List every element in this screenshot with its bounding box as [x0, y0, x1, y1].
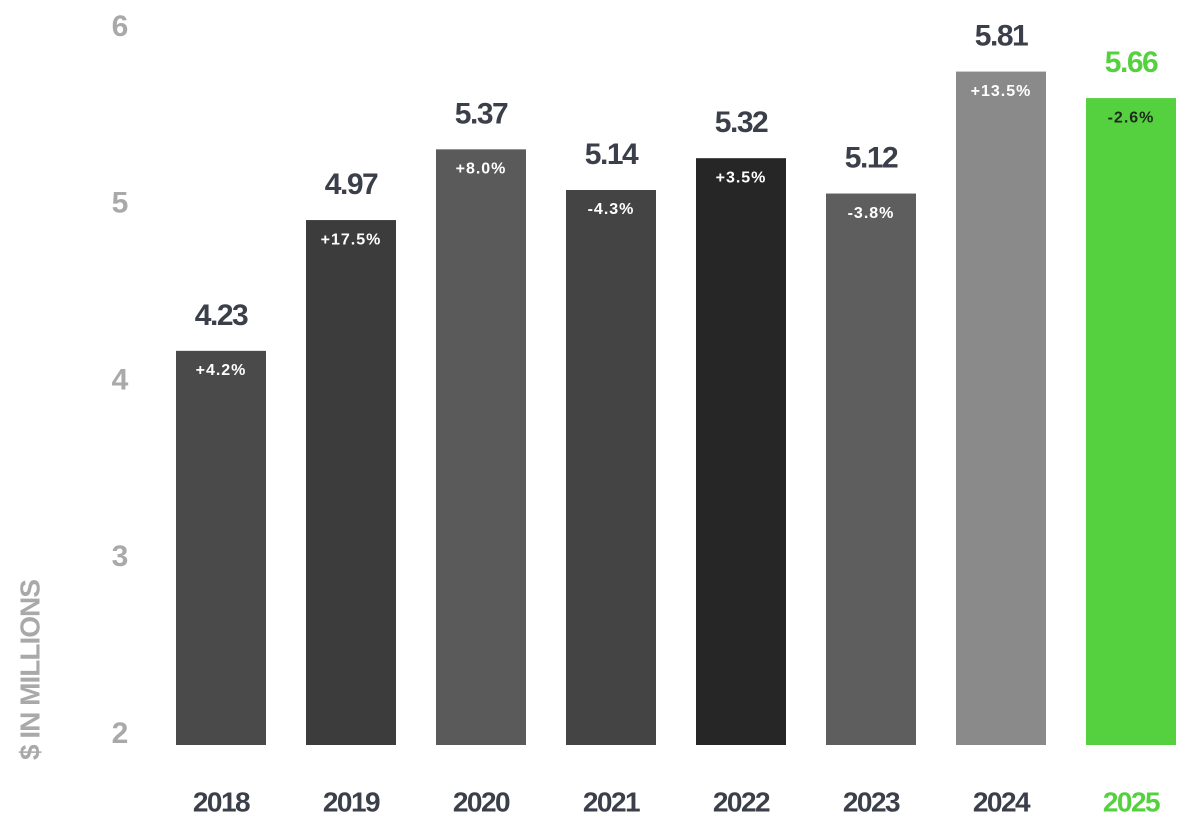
value-label: 5.66 — [1105, 46, 1158, 79]
x-tick-label: 2021 — [583, 786, 640, 817]
value-label: 4.97 — [325, 168, 378, 201]
change-label: -3.8% — [848, 205, 895, 222]
value-label: 5.81 — [975, 20, 1028, 53]
x-tick-label: 2023 — [843, 786, 900, 817]
y-tick-label: 6 — [112, 10, 129, 43]
y-tick-label: 5 — [112, 187, 129, 220]
value-label: 4.23 — [195, 299, 248, 332]
chart: $ IN MILLIONS 2 3 4 5 6 4.23 +4.2% 2018 4.97 +17.… — [0, 0, 1196, 824]
x-tick-label: 2018 — [193, 786, 250, 817]
x-tick-label: 2019 — [323, 786, 380, 817]
change-label: +3.5% — [716, 169, 767, 186]
change-label: -4.3% — [588, 201, 635, 218]
change-label: +17.5% — [321, 231, 382, 248]
value-label: 5.14 — [585, 138, 639, 171]
bar — [566, 190, 656, 745]
change-label: +4.2% — [196, 362, 247, 379]
bar — [1086, 98, 1176, 745]
y-tick-label: 2 — [112, 717, 129, 750]
bar — [956, 72, 1046, 745]
bar — [436, 149, 526, 745]
x-tick-label: 2025 — [1103, 786, 1160, 817]
change-label: +13.5% — [971, 83, 1032, 100]
bar — [176, 351, 266, 745]
bar — [306, 220, 396, 745]
y-tick-label: 4 — [112, 363, 129, 396]
value-label: 5.12 — [845, 141, 898, 174]
value-label: 5.37 — [455, 97, 508, 130]
bar — [696, 158, 786, 745]
y-tick-label: 3 — [112, 540, 129, 573]
x-tick-label: 2022 — [713, 786, 770, 817]
value-label: 5.32 — [715, 106, 768, 139]
bar — [826, 194, 916, 745]
x-tick-label: 2020 — [453, 786, 510, 817]
x-tick-label: 2024 — [973, 786, 1031, 817]
change-label: +8.0% — [456, 161, 507, 178]
change-label: -2.6% — [1108, 109, 1155, 126]
y-axis-label: $ IN MILLIONS — [14, 580, 45, 760]
